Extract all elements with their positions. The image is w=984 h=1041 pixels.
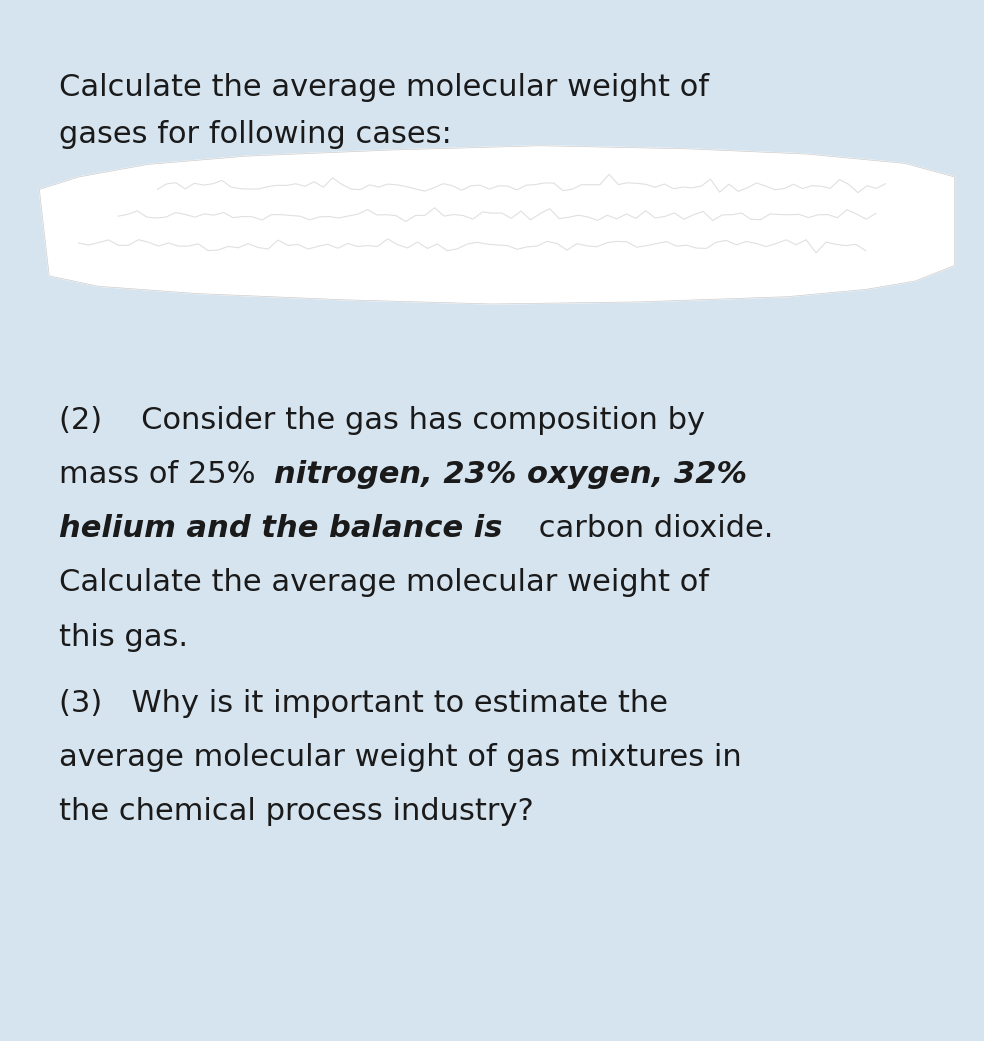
- Text: gases for following cases:: gases for following cases:: [59, 120, 452, 149]
- Text: (2)    Consider the gas has composition by: (2) Consider the gas has composition by: [59, 406, 706, 435]
- Text: (3)   Why is it important to estimate the: (3) Why is it important to estimate the: [59, 689, 668, 718]
- Text: the chemical process industry?: the chemical process industry?: [59, 797, 533, 827]
- Text: Calculate the average molecular weight of: Calculate the average molecular weight o…: [59, 73, 709, 102]
- Text: this gas.: this gas.: [59, 623, 188, 652]
- Polygon shape: [39, 146, 954, 304]
- Text: helium and the balance is: helium and the balance is: [59, 514, 503, 543]
- Text: average molecular weight of gas mixtures in: average molecular weight of gas mixtures…: [59, 743, 742, 772]
- Text: mass of 25%: mass of 25%: [59, 460, 266, 489]
- Text: nitrogen, 23% oxygen, 32%: nitrogen, 23% oxygen, 32%: [274, 460, 747, 489]
- Text: Calculate the average molecular weight of: Calculate the average molecular weight o…: [59, 568, 709, 598]
- Text: carbon dioxide.: carbon dioxide.: [529, 514, 773, 543]
